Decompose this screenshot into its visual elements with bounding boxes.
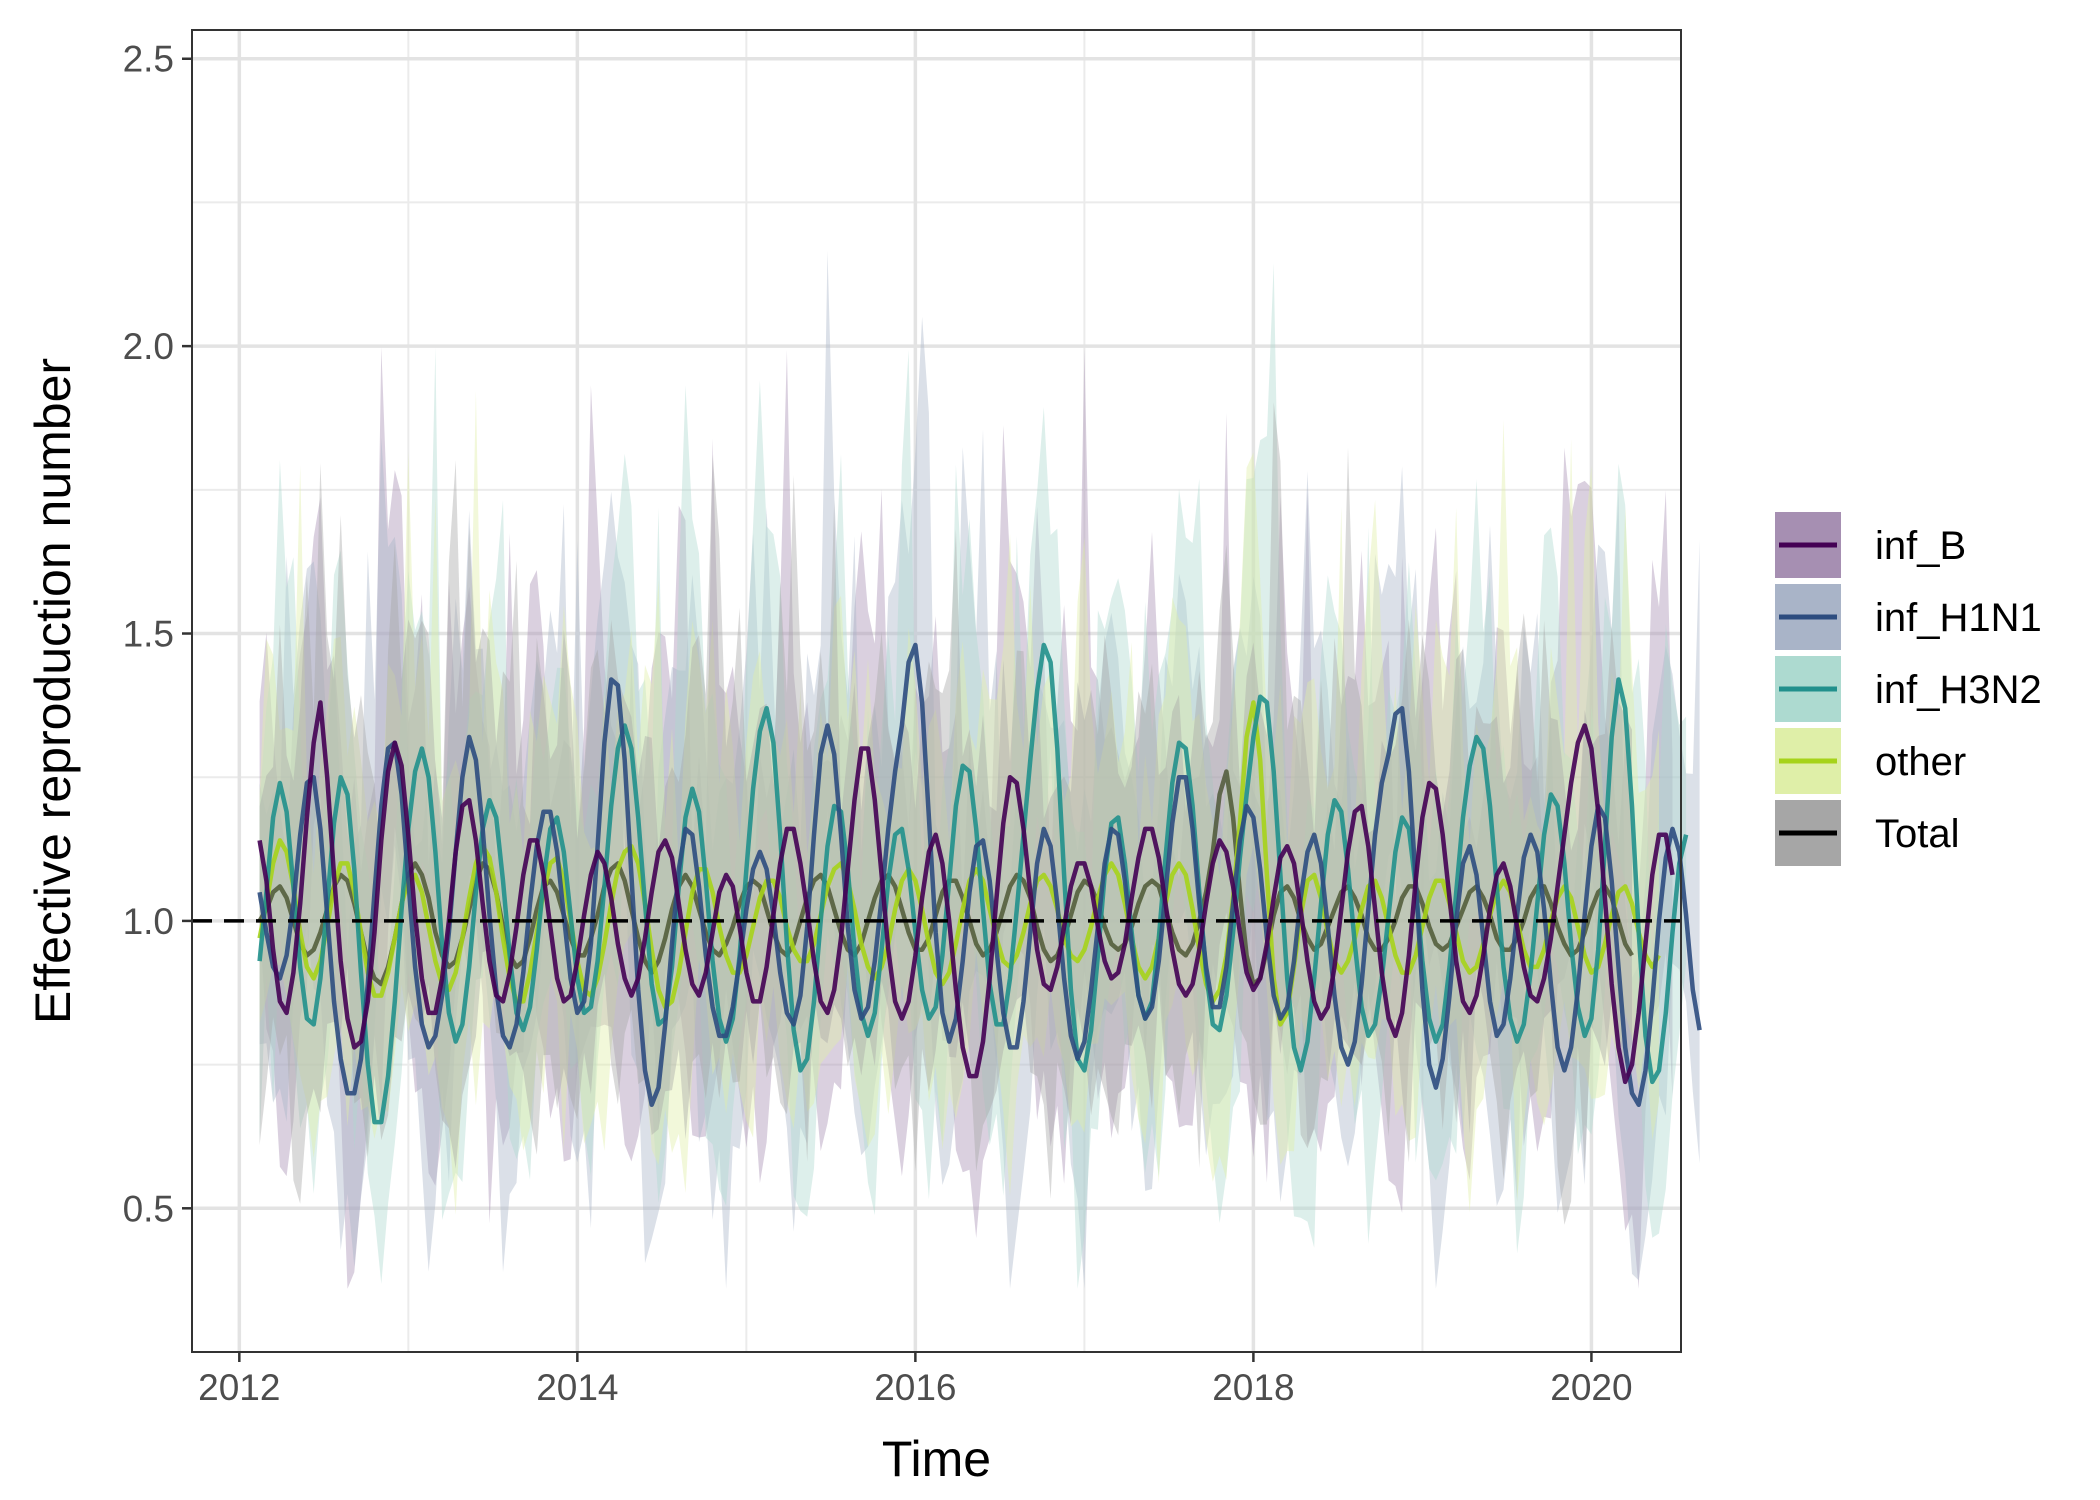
x-tick-label: 2012 [198, 1367, 280, 1408]
series-lines [257, 642, 1702, 1125]
legend-item-other: other [1775, 728, 1966, 794]
legend-item-inf_H3N2: inf_H3N2 [1775, 656, 2042, 722]
legend-label-inf_H3N2: inf_H3N2 [1875, 668, 2042, 712]
x-tick-label: 2016 [874, 1367, 956, 1408]
x-tick-label: 2020 [1550, 1367, 1632, 1408]
legend-item-inf_B: inf_B [1775, 512, 1966, 578]
y-tick-label: 2.5 [123, 39, 174, 80]
y-tick-label: 2.0 [123, 326, 174, 367]
legend-item-inf_H1N1: inf_H1N1 [1775, 584, 2042, 650]
y-tick-label: 1.0 [123, 901, 174, 942]
plot-panel-border [191, 29, 1682, 1353]
line-inf_H3N2 [257, 642, 1689, 1125]
legend-label-inf_H1N1: inf_H1N1 [1875, 596, 2042, 640]
legend-label-inf_B: inf_B [1875, 524, 1966, 568]
axes: 2012 2014 2016 2018 2020 0.5 1.0 1.5 2.0 2.5 [123, 39, 1633, 1408]
y-tick-label: 1.5 [123, 614, 174, 655]
x-axis-title: Time [882, 1431, 991, 1487]
legend-label-Total: Total [1875, 812, 1960, 856]
legend-item-Total: Total [1775, 800, 1960, 866]
y-tick-label: 0.5 [123, 1188, 174, 1229]
band-Total [259, 402, 1633, 1225]
line-inf_H1N1 [257, 642, 1702, 1108]
y-axis-title: Effective reproduction number [25, 358, 81, 1024]
line-other [257, 700, 1661, 1027]
band-inf_H3N2 [259, 263, 1687, 1289]
x-tick-label: 2014 [536, 1367, 618, 1408]
band-inf_B [259, 346, 1673, 1289]
x-tick-label: 2018 [1212, 1367, 1294, 1408]
line-inf_B [257, 700, 1675, 1085]
legend-label-other: other [1875, 740, 1966, 784]
